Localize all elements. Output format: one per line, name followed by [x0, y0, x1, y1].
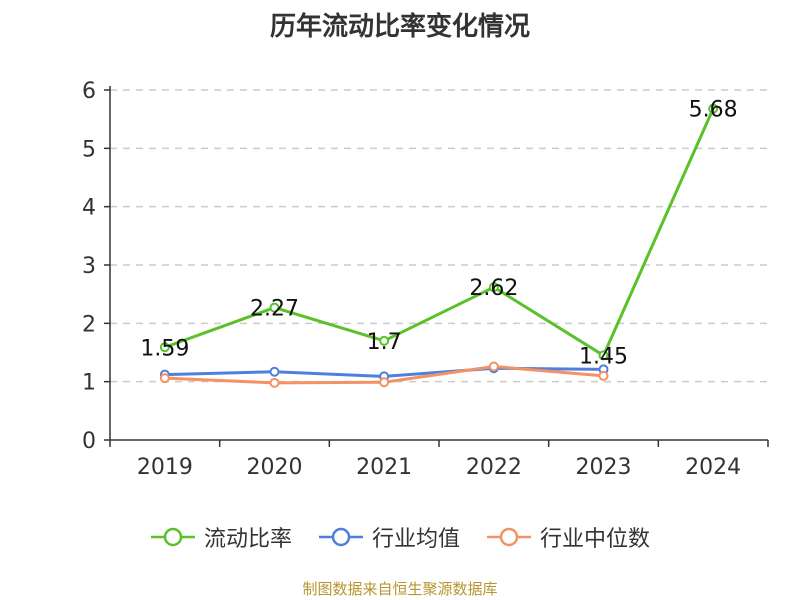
data-point-industry-median[interactable]	[159, 373, 170, 384]
legend-swatch-current-ratio	[150, 527, 195, 547]
data-label: 1.7	[367, 330, 402, 355]
y-tick-label: 5	[82, 137, 96, 162]
chart-title: 历年流动比率变化情况	[269, 12, 530, 42]
x-tick-label: 2019	[137, 455, 193, 480]
data-point-current-ratio[interactable]	[269, 302, 280, 313]
data-point-industry-median[interactable]	[379, 377, 390, 388]
data-point-industry-median[interactable]	[488, 361, 499, 372]
legend-label-industry-mean: 行业均值	[371, 527, 460, 552]
y-tick-label: 4	[82, 196, 96, 221]
data-label: 2.62	[469, 276, 518, 301]
legend-item-industry-median[interactable]: 行业中位数	[486, 521, 650, 553]
data-label: 1.45	[579, 344, 628, 369]
legend-item-industry-mean[interactable]: 行业均值	[318, 521, 460, 553]
data-point-industry-median[interactable]	[269, 377, 280, 388]
legend: 流动比率 行业均值 行业中位数	[0, 520, 800, 554]
data-point-current-ratio[interactable]	[379, 335, 390, 346]
data-point-industry-median[interactable]	[598, 370, 609, 381]
y-tick-label: 1	[82, 371, 96, 396]
x-tick-label: 2024	[685, 455, 741, 480]
legend-swatch-industry-median	[487, 527, 531, 547]
data-point-current-ratio[interactable]	[598, 350, 609, 361]
data-label: 1.59	[140, 336, 189, 361]
data-label: 2.27	[250, 297, 299, 322]
source-footer: 制图数据来自恒生聚源数据库	[302, 580, 498, 598]
legend-label-current-ratio: 流动比率	[203, 527, 292, 552]
data-point-current-ratio[interactable]	[159, 342, 170, 353]
y-tick-label: 6	[82, 79, 96, 104]
legend-label-industry-median: 行业中位数	[540, 527, 651, 552]
data-label: 5.68	[689, 98, 738, 123]
data-point-industry-mean[interactable]	[269, 366, 280, 377]
y-tick-label: 0	[82, 429, 96, 454]
x-tick-label: 2020	[247, 455, 303, 480]
x-tick-label: 2023	[576, 455, 632, 480]
data-point-current-ratio[interactable]	[708, 103, 719, 114]
legend-swatch-industry-mean	[318, 527, 363, 547]
data-point-current-ratio[interactable]	[488, 282, 499, 293]
y-tick-label: 2	[82, 312, 96, 337]
series-line-current-ratio	[164, 108, 715, 357]
x-tick-label: 2021	[356, 455, 412, 480]
legend-item-current-ratio[interactable]: 流动比率	[150, 521, 292, 553]
y-tick-label: 3	[82, 254, 96, 279]
x-tick-label: 2022	[466, 455, 522, 480]
